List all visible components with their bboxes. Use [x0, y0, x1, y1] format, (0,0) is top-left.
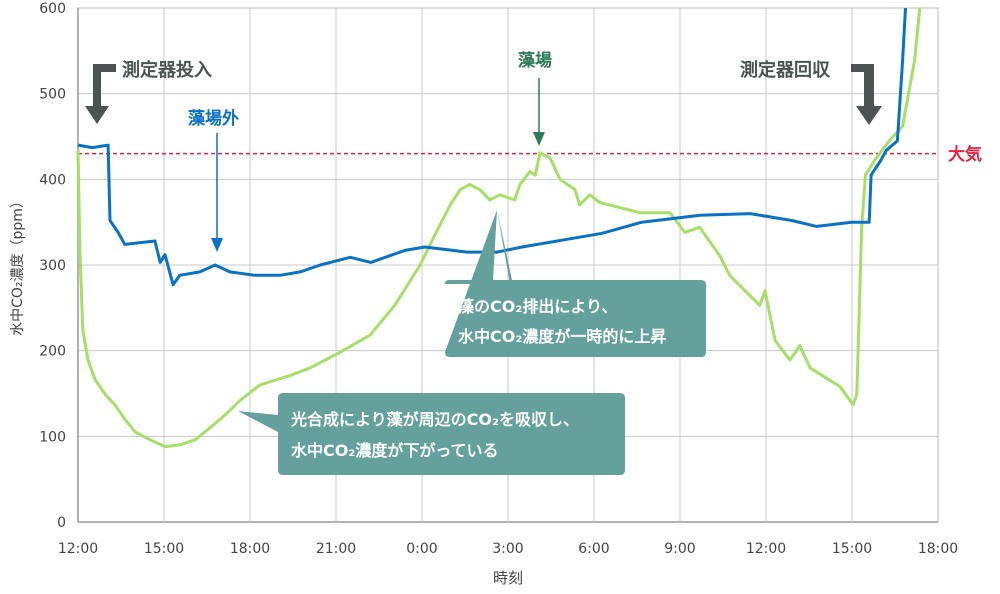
retrieve-marker: 測定器回収 — [740, 59, 882, 125]
x-tick-label: 12:00 — [58, 541, 98, 557]
series-lines — [76, 7, 922, 449]
x-tick-label: 12:00 — [746, 541, 786, 557]
y-tick-label: 100 — [39, 429, 66, 445]
x-tick-label: 18:00 — [230, 541, 270, 557]
x-tick-label: 21:00 — [316, 541, 356, 557]
seagrass-marker: 藻場 — [518, 50, 552, 146]
seagrass-label: 藻場 — [518, 50, 552, 71]
bent-arrow-down-icon — [851, 64, 882, 125]
y-axis-ticks: 0 100 200 300 400 500 600 — [39, 1, 66, 531]
series-line-outside — [77, 7, 907, 287]
plot-border — [77, 7, 939, 523]
install-label: 測定器投入 — [122, 59, 212, 81]
callout-fall: 光合成により藻が周辺のCO₂を吸収し、 水中CO₂濃度が下がっている — [238, 393, 625, 475]
callout-rise-line2: 水中CO₂濃度が一時的に上昇 — [458, 327, 666, 346]
callout-fall-line2: 水中CO₂濃度が下がっている — [291, 441, 499, 460]
x-tick-label: 18:00 — [918, 541, 958, 557]
y-axis-label: 水中CO₂濃度（ppm） — [10, 194, 26, 336]
x-axis-ticks: 12:00 15:00 18:00 21:00 0:00 3:00 6:00 9:00 12:0… — [58, 541, 958, 557]
x-tick-label: 6:00 — [578, 541, 609, 557]
atmosphere-label: 大気 — [948, 144, 982, 165]
callout-rise-line1: 藻のCO₂排出により、 — [458, 297, 617, 316]
y-tick-label: 400 — [39, 172, 66, 188]
x-axis-label: 時刻 — [493, 569, 523, 587]
y-tick-label: 0 — [57, 515, 66, 531]
outside-marker: 藻場外 — [188, 108, 239, 252]
x-tick-label: 3:00 — [492, 541, 523, 557]
retrieve-label: 測定器回収 — [740, 59, 831, 81]
callout-fall-line1: 光合成により藻が周辺のCO₂を吸収し、 — [290, 410, 579, 429]
x-tick-label: 9:00 — [664, 541, 695, 557]
arrow-down-icon — [211, 238, 223, 252]
x-tick-label: 0:00 — [406, 541, 437, 557]
y-tick-label: 200 — [39, 344, 66, 360]
bent-arrow-down-icon — [85, 64, 116, 124]
x-tick-label: 15:00 — [832, 541, 872, 557]
y-tick-label: 500 — [39, 87, 66, 103]
outside-label: 藻場外 — [188, 108, 239, 129]
y-tick-label: 600 — [39, 1, 66, 17]
series-line-seagrass — [76, 7, 922, 449]
x-tick-label: 15:00 — [144, 541, 184, 557]
callout-rise: 藻のCO₂排出により、 水中CO₂濃度が一時的に上昇 — [445, 210, 706, 357]
install-marker: 測定器投入 — [85, 59, 212, 124]
y-tick-label: 300 — [39, 258, 66, 274]
arrow-down-icon — [533, 132, 545, 146]
